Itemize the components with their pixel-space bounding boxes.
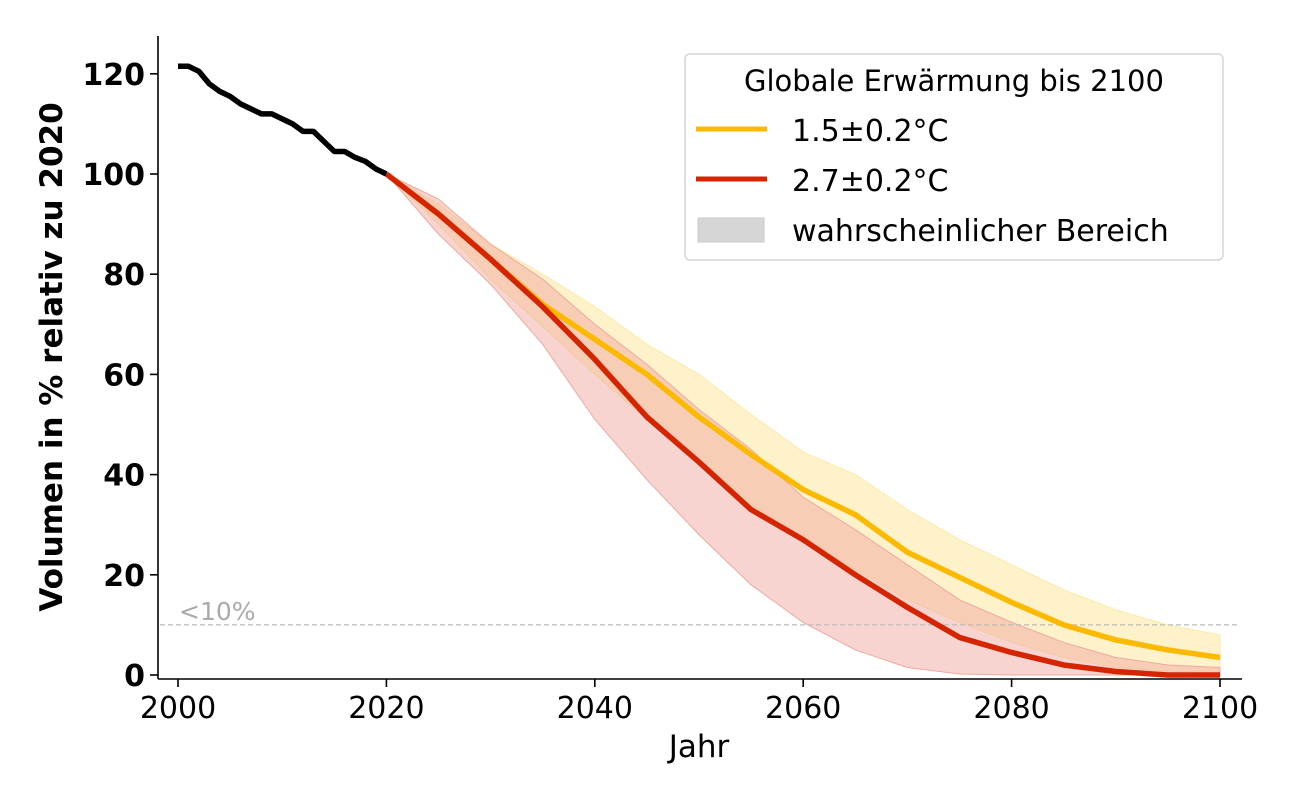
y-ticks: 0 20 40 60 80 100 120 [82, 58, 158, 694]
x-tick-label: 2060 [765, 691, 841, 726]
legend-label-2-7c: 2.7±0.2°C [792, 164, 949, 199]
x-tick-label: 2080 [973, 691, 1049, 726]
x-tick-label: 2040 [557, 691, 633, 726]
x-ticks: 2000 2020 2040 2060 2080 2100 [140, 679, 1258, 726]
legend-title: Globale Erwärmung bis 2100 [744, 64, 1164, 98]
y-tick-label: 0 [124, 659, 145, 694]
band-2-7c [386, 173, 1221, 676]
x-axis-label: Jahr [667, 729, 730, 765]
x-tick-label: 2000 [140, 691, 216, 726]
y-tick-label: 100 [82, 158, 145, 193]
y-tick-label: 20 [103, 559, 145, 594]
y-tick-label: 40 [103, 459, 145, 494]
legend-label-likely-range: wahrscheinlicher Bereich [792, 214, 1169, 249]
legend-label-1-5c: 1.5±0.2°C [792, 114, 949, 149]
x-tick-label: 2100 [1182, 691, 1258, 726]
legend: Globale Erwärmung bis 2100 1.5±0.2°C 2.7… [684, 53, 1224, 261]
line-2-7c [384, 171, 1220, 678]
y-tick-label: 80 [103, 258, 145, 293]
x-tick-label: 2020 [348, 691, 424, 726]
y-tick-label: 120 [82, 58, 145, 93]
legend-frame [684, 53, 1224, 261]
axes [157, 36, 1242, 680]
threshold-label: <10% [179, 597, 256, 626]
y-tick-label: 60 [103, 358, 145, 393]
series-lines [178, 63, 1221, 678]
y-axis-label: Volumen in % relativ zu 2020 [34, 102, 70, 611]
line-historical [178, 63, 388, 177]
legend-swatch-likely-range [697, 217, 765, 243]
